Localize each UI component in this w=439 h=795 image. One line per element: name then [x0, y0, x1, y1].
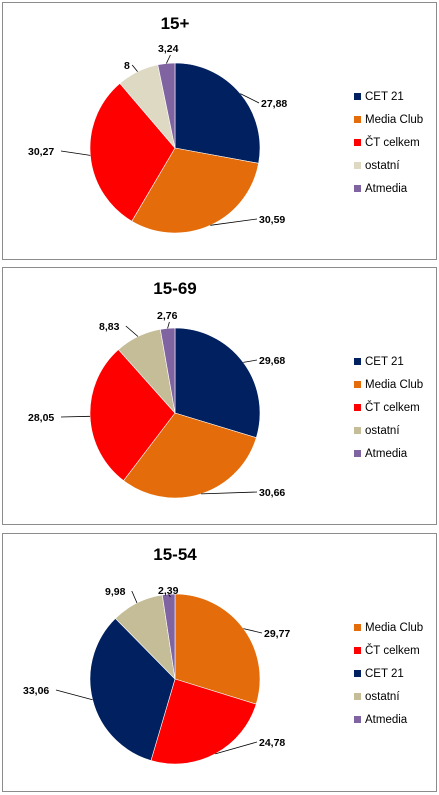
- pie-chart-panel-15plus: 15+ 27,88 30,59 30,27 8 3,24 CET 21 Media Club Č…: [2, 2, 437, 260]
- leader-line-ct-celkem: [60, 150, 91, 156]
- data-labels: 29,77 24,78 33,06 9,98 2,39: [23, 585, 290, 755]
- data-label-ostatni: 8: [124, 60, 130, 72]
- legend: CET 21 Media Club ČT celkem ostatní Atmedia: [354, 356, 423, 460]
- data-label-ct-celkem: 28,05: [28, 412, 54, 424]
- legend-label-media-club: Media Club: [365, 114, 423, 126]
- leader-line-atmedia: [167, 321, 170, 329]
- pie-slice-atmedia: [159, 327, 176, 414]
- legend-label-ostatni: ostatní: [365, 160, 400, 172]
- pie-chart-panel-15-54: 15-54 29,77 24,78 33,06 9,98 2,39 Media Club ČT…: [2, 533, 437, 792]
- data-label-ct-celkem: 24,78: [259, 737, 285, 749]
- legend-swatch-ostatni: [354, 162, 361, 169]
- pie-chart-panel-15-69: 15-69 29,68 30,66 28,05 8,83 2,76 CET 21 Media …: [2, 267, 437, 525]
- data-label-cet-21: 33,06: [23, 685, 49, 697]
- data-label-ostatni: 8,83: [99, 321, 120, 333]
- leader-line-cet-21: [243, 359, 258, 363]
- legend-label-atmedia: Atmedia: [365, 183, 408, 195]
- pie-slice-atmedia: [157, 62, 176, 149]
- legend-swatch-media-club: [354, 116, 361, 123]
- data-label-media-club: 29,77: [264, 628, 290, 640]
- legend-swatch-ostatni: [354, 427, 361, 434]
- legend-swatch-ct-celkem: [354, 647, 361, 654]
- leader-line-media-club: [201, 491, 258, 495]
- data-label-media-club: 30,59: [259, 214, 285, 226]
- pie-slice-cet-21: [174, 62, 261, 164]
- legend-label-cet-21: CET 21: [365, 91, 404, 103]
- legend-label-cet-21: CET 21: [365, 668, 404, 680]
- legend-label-atmedia: Atmedia: [365, 714, 408, 726]
- data-label-media-club: 30,66: [259, 487, 285, 499]
- pie-slice-cet-21: [89, 617, 176, 761]
- legend-label-ct-celkem: ČT celkem: [365, 644, 420, 657]
- leader-line-ostatni: [125, 325, 139, 337]
- legend-swatch-cet-21: [354, 93, 361, 100]
- legend-swatch-media-club: [354, 624, 361, 631]
- pie-slice-cet-21: [174, 327, 261, 439]
- legend-swatch-atmedia: [354, 450, 361, 457]
- pie-slice-media-club: [174, 593, 261, 705]
- data-label-cet-21: 27,88: [261, 98, 287, 110]
- legend: Media Club ČT celkem CET 21 ostatní Atmedia: [354, 622, 423, 726]
- data-label-ostatni: 9,98: [105, 586, 126, 598]
- legend-label-ostatni: ostatní: [365, 425, 400, 437]
- pie-slice-ct-celkem: [150, 678, 257, 765]
- legend: CET 21 Media Club ČT celkem ostatní Atmedia: [354, 91, 423, 195]
- data-labels: 27,88 30,59 30,27 8 3,24: [28, 43, 287, 226]
- pie-slices: [89, 593, 261, 765]
- data-labels: 29,68 30,66 28,05 8,83 2,76: [28, 310, 285, 499]
- legend-label-cet-21: CET 21: [365, 356, 404, 368]
- data-label-atmedia: 2,39: [158, 585, 179, 597]
- leader-line-cet-21: [55, 689, 93, 701]
- legend-label-media-club: Media Club: [365, 379, 423, 391]
- data-label-atmedia: 3,24: [158, 43, 179, 55]
- legend-label-ct-celkem: ČT celkem: [365, 401, 420, 414]
- legend-label-atmedia: Atmedia: [365, 448, 408, 460]
- leader-line-media-club: [210, 218, 258, 226]
- chart-title: 15-69: [153, 279, 196, 298]
- pie-chart-15-69: 15-69 29,68 30,66 28,05 8,83 2,76 CET 21 Media …: [28, 279, 423, 499]
- legend-swatch-atmedia: [354, 185, 361, 192]
- data-label-cet-21: 29,68: [259, 355, 285, 367]
- data-label-atmedia: 2,76: [157, 310, 178, 322]
- leader-line-media-club: [243, 628, 263, 634]
- pie-slice-ct-celkem: [89, 82, 176, 222]
- chart-title: 15+: [161, 14, 190, 33]
- pie-chart-15-54: 15-54 29,77 24,78 33,06 9,98 2,39 Media Club ČT…: [23, 545, 423, 765]
- legend-label-ostatni: ostatní: [365, 691, 400, 703]
- pie-chart-15plus: 15+ 27,88 30,59 30,27 8 3,24 CET 21 Media Club Č…: [28, 14, 423, 234]
- chart-title: 15-54: [153, 545, 197, 564]
- legend-label-ct-celkem: ČT celkem: [365, 136, 420, 149]
- leader-line-ct-celkem: [60, 415, 91, 418]
- legend-swatch-cet-21: [354, 358, 361, 365]
- legend-swatch-ct-celkem: [354, 404, 361, 411]
- pie-slice-media-club: [123, 412, 257, 499]
- leader-line-cet-21: [240, 93, 260, 104]
- leader-line-atmedia: [168, 593, 171, 598]
- leader-line-ct-celkem: [215, 741, 258, 755]
- leader-line-ostatni: [131, 590, 138, 604]
- data-label-ct-celkem: 30,27: [28, 146, 54, 158]
- legend-label-media-club: Media Club: [365, 622, 423, 634]
- legend-swatch-atmedia: [354, 716, 361, 723]
- legend-swatch-ostatni: [354, 693, 361, 700]
- pie-slices: [89, 62, 261, 234]
- pie-slices: [89, 327, 261, 499]
- legend-swatch-cet-21: [354, 670, 361, 677]
- leader-line-ostatni: [131, 64, 138, 72]
- legend-swatch-media-club: [354, 381, 361, 388]
- leader-line-atmedia: [166, 54, 171, 64]
- legend-swatch-ct-celkem: [354, 139, 361, 146]
